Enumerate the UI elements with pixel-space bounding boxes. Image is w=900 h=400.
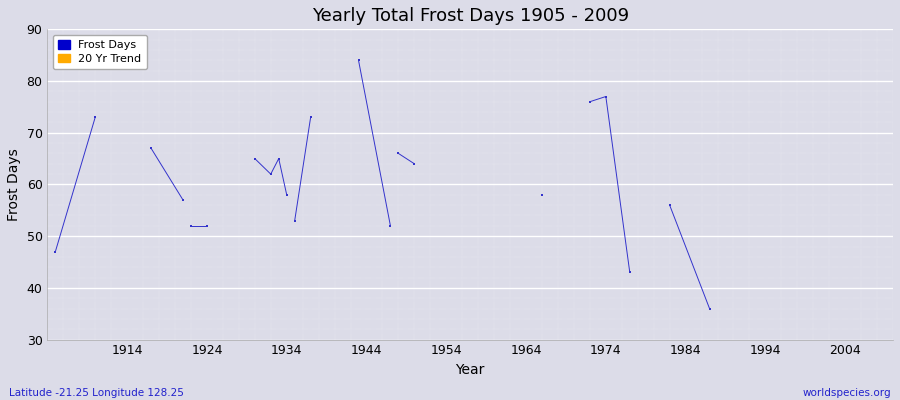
Text: Latitude -21.25 Longitude 128.25: Latitude -21.25 Longitude 128.25 — [9, 388, 184, 398]
Legend: Frost Days, 20 Yr Trend: Frost Days, 20 Yr Trend — [53, 35, 148, 70]
Title: Yearly Total Frost Days 1905 - 2009: Yearly Total Frost Days 1905 - 2009 — [311, 7, 629, 25]
Y-axis label: Frost Days: Frost Days — [7, 148, 21, 221]
Text: worldspecies.org: worldspecies.org — [803, 388, 891, 398]
X-axis label: Year: Year — [455, 363, 485, 377]
